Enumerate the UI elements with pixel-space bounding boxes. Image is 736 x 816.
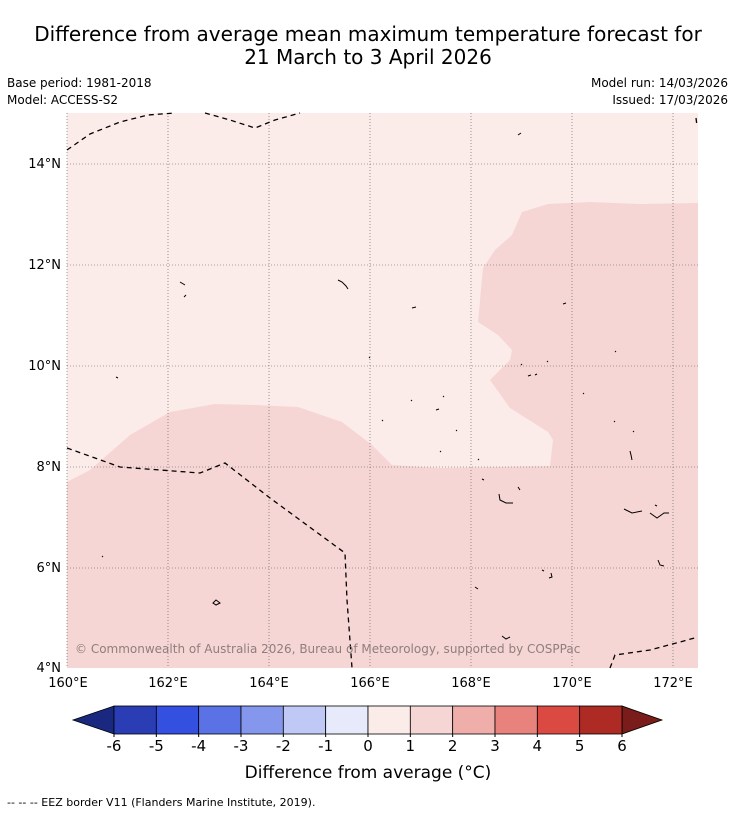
colorbar-extend-low <box>71 705 115 735</box>
colorbar-tick-label: 6 <box>617 737 627 755</box>
colorbar-bin <box>282 705 327 735</box>
colorbar-bin <box>579 705 623 735</box>
lat-label: 6°N <box>37 561 62 576</box>
colorbar-tick-label: 0 <box>363 737 373 755</box>
issued-date: Issued: 17/03/2026 <box>612 93 728 107</box>
eez-borders <box>66 112 699 669</box>
colorbar-bin <box>325 705 369 735</box>
colorbar-tick-label: -5 <box>149 737 164 755</box>
lat-label: 12°N <box>28 258 61 273</box>
eez-legend-footer: -- -- -- EEZ border V11 (Flanders Marine… <box>7 796 316 809</box>
lon-label: 164°E <box>249 676 289 691</box>
colorbar-tick-label: 2 <box>448 737 458 755</box>
colorbar-tick-label: -4 <box>191 737 206 755</box>
lon-label: 168°E <box>451 676 491 691</box>
lat-label: 14°N <box>28 157 61 172</box>
warm-anomaly-region-southwest <box>67 404 395 668</box>
colorbar-bin <box>452 705 496 735</box>
title-line-1: Difference from average mean maximum tem… <box>34 22 702 46</box>
model-run: Model run: 14/03/2026 <box>590 76 728 90</box>
colorbar-tick-label: -3 <box>234 737 249 755</box>
colorbar: -6 -5 -4 -3 -2 -1 0 1 2 3 4 5 6 <box>71 705 664 755</box>
lon-label: 160°E <box>48 676 88 691</box>
colorbar-bin <box>240 705 284 735</box>
base-period: Base period: 1981-2018 <box>7 76 152 90</box>
title-line-2: 21 March to 3 April 2026 <box>244 45 492 69</box>
colorbar-extend-high <box>621 705 664 735</box>
lon-label: 170°E <box>552 676 592 691</box>
lat-label: 8°N <box>37 460 62 475</box>
warm-anomaly-region-east <box>390 202 698 668</box>
colorbar-tick-label: 4 <box>533 737 543 755</box>
colorbar-tick-label: -1 <box>318 737 333 755</box>
islands <box>101 132 669 640</box>
colorbar-bin <box>494 705 538 735</box>
lat-label: 10°N <box>28 359 61 374</box>
graticule <box>67 113 698 668</box>
lon-label: 162°E <box>148 676 188 691</box>
model-name: Model: ACCESS-S2 <box>7 93 119 107</box>
lon-label: 172°E <box>653 676 693 691</box>
lon-label: 166°E <box>350 676 390 691</box>
colorbar-tick-label: 1 <box>406 737 416 755</box>
colorbar-bin <box>409 705 454 735</box>
colorbar-bin <box>536 705 581 735</box>
lat-label: 4°N <box>37 661 62 676</box>
colorbar-bin <box>155 705 200 735</box>
colorbar-tick-label: 3 <box>490 737 500 755</box>
colorbar-tick-label: -2 <box>276 737 291 755</box>
colorbar-label: Difference from average (°C) <box>244 763 492 783</box>
colorbar-bin <box>113 705 157 735</box>
colorbar-bin <box>367 705 411 735</box>
colorbar-bin <box>198 705 242 735</box>
copyright-watermark: © Commonwealth of Australia 2026, Bureau… <box>75 642 580 656</box>
colorbar-tick-label: 5 <box>575 737 585 755</box>
colorbar-tick-label: -6 <box>107 737 122 755</box>
